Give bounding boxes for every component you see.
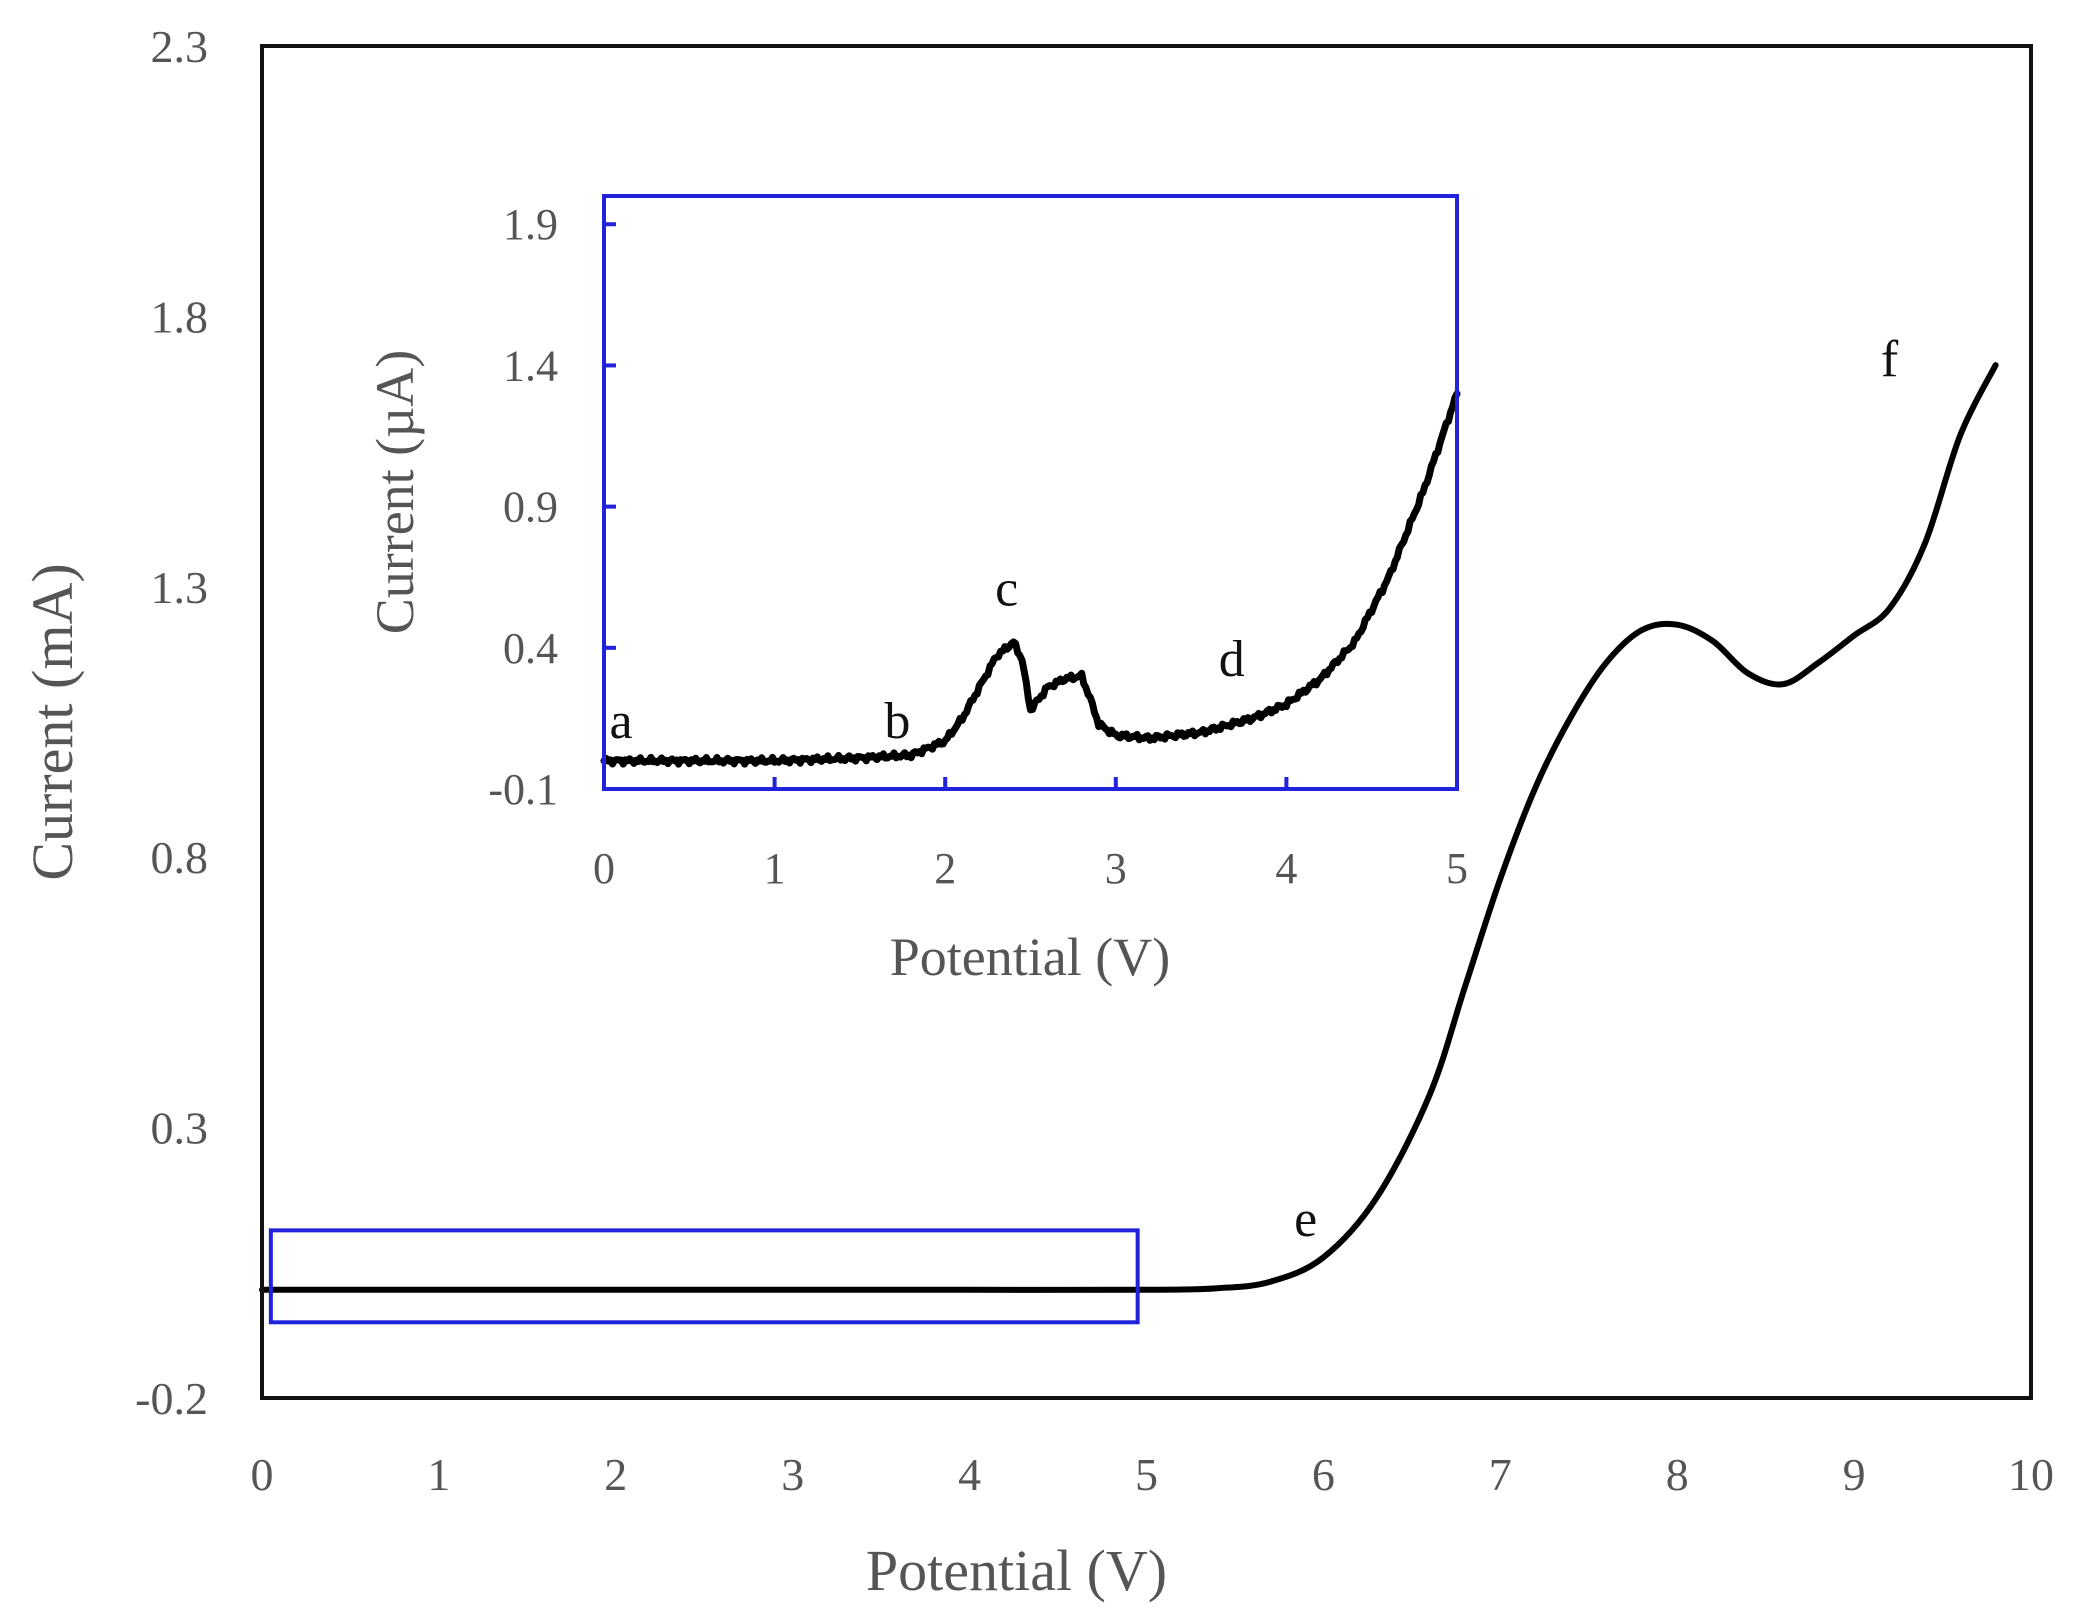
main-x-axis-title: Potential (V) — [866, 1538, 1167, 1603]
main-annotations: ef — [1294, 331, 1899, 1248]
inset-annotation-label: d — [1219, 631, 1245, 688]
main-x-tick-label: 9 — [1843, 1449, 1866, 1500]
main-x-tick-label: 2 — [604, 1449, 627, 1500]
inset-x-tick-label: 5 — [1446, 844, 1468, 893]
main-y-tick-label: 1.8 — [151, 291, 209, 342]
main-series-line — [259, 362, 1999, 1293]
main-x-tick-labels: 0 1 2 3 4 5 6 7 8 9 10 — [251, 1449, 2055, 1500]
inset-y-tick-label: 1.9 — [503, 200, 558, 249]
inset-x-tick-label: 3 — [1105, 844, 1127, 893]
inset-y-tick-label: -0.1 — [488, 765, 558, 814]
main-plot-frame — [260, 44, 2033, 1400]
main-x-tick-label: 1 — [427, 1449, 450, 1500]
main-x-tick-label: 10 — [2008, 1449, 2054, 1500]
inset-y-tick-label: 0.9 — [503, 483, 558, 532]
inset-region-highlight-box — [268, 1228, 1140, 1325]
inset-y-tick-label: 1.4 — [503, 341, 558, 390]
inset-annotation-label: a — [610, 693, 633, 750]
inset-x-axis-title: Potential (V) — [890, 927, 1170, 987]
inset-y-tick-label: 0.4 — [503, 624, 558, 673]
main-y-tick-label: 0.3 — [151, 1103, 209, 1154]
inset-x-tick-label: 1 — [764, 844, 786, 893]
main-x-tick-label: 7 — [1489, 1449, 1512, 1500]
inset-plot-frame — [602, 194, 1459, 791]
main-y-tick-label: -0.2 — [135, 1373, 208, 1424]
main-x-tick-label: 5 — [1135, 1449, 1158, 1500]
inset-x-tick-label: 0 — [593, 844, 615, 893]
inset-annotation-label: c — [995, 560, 1018, 617]
inset-y-axis-title: Current (µA) — [365, 350, 425, 635]
main-x-tick-label: 6 — [1312, 1449, 1335, 1500]
main-annotation-label: f — [1881, 331, 1899, 388]
inset-y-tick-labels: 1.9 1.4 0.9 0.4 -0.1 — [488, 200, 558, 814]
inset-annotation-label: b — [884, 693, 910, 750]
main-x-tick-label: 8 — [1666, 1449, 1689, 1500]
main-x-tick-label: 0 — [251, 1449, 274, 1500]
main-x-tick-label: 4 — [958, 1449, 981, 1500]
main-y-tick-labels: 2.3 1.8 1.3 0.8 0.3 -0.2 — [135, 21, 208, 1424]
main-annotation-label: e — [1294, 1191, 1317, 1248]
main-y-axis-title: Current (mA) — [20, 563, 85, 880]
main-y-tick-label: 0.8 — [151, 832, 209, 883]
inset-x-tick-label: 2 — [934, 844, 956, 893]
inset-series-line — [600, 390, 1461, 768]
main-x-tick-label: 3 — [781, 1449, 804, 1500]
inset-x-tick-label: 4 — [1275, 844, 1297, 893]
main-y-tick-label: 2.3 — [151, 21, 209, 72]
inset-x-tick-labels: 0 1 2 3 4 5 — [593, 844, 1468, 893]
inset-plot: 1.9 1.4 0.9 0.4 -0.1 0 1 2 3 4 5 Potential (V) Cu… — [365, 194, 1468, 987]
main-plot: 2.31.81.30.80.3-0.2 0 1 2 3 4 5 6 7 8 9 10 Potenti… — [20, 21, 2054, 1603]
main-y-tick-label: 1.3 — [151, 562, 209, 613]
inset-annotations: a b c d — [610, 560, 1245, 750]
